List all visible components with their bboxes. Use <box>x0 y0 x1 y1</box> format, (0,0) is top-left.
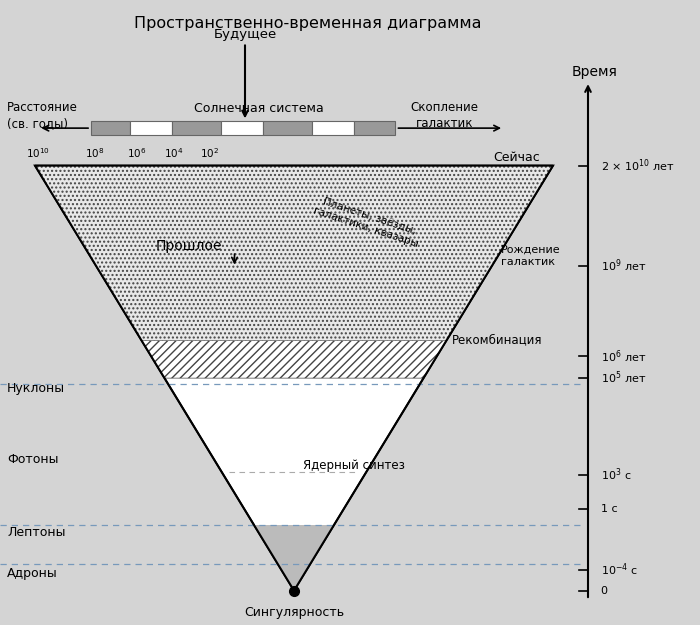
Bar <box>130 121 172 135</box>
Text: Будущее: Будущее <box>214 28 276 41</box>
Text: 1 с: 1 с <box>601 504 617 514</box>
Text: Пространственно-временная диаграмма: Пространственно-временная диаграмма <box>134 16 482 31</box>
Text: 10$^{-4}$ с: 10$^{-4}$ с <box>601 562 638 578</box>
Text: Сингулярность: Сингулярность <box>244 606 344 619</box>
Text: Солнечная система: Солнечная система <box>194 102 324 115</box>
Text: Рождение
галактик: Рождение галактик <box>500 245 560 268</box>
Bar <box>91 121 130 135</box>
Bar <box>312 121 354 135</box>
Polygon shape <box>35 166 553 341</box>
Text: Рекомбинация: Рекомбинация <box>452 334 542 346</box>
Text: 0: 0 <box>601 586 608 596</box>
Text: Ядерный синтез: Ядерный синтез <box>302 459 405 472</box>
Text: 10$^{10}$: 10$^{10}$ <box>27 146 50 160</box>
Bar <box>262 121 312 135</box>
Text: Сейчас: Сейчас <box>494 151 540 164</box>
Text: 2 × 10$^{10}$ лет: 2 × 10$^{10}$ лет <box>601 158 674 174</box>
Polygon shape <box>254 525 334 591</box>
Bar <box>354 121 395 135</box>
Text: 10$^{8}$: 10$^{8}$ <box>85 146 104 160</box>
Text: 10$^{2}$: 10$^{2}$ <box>200 146 220 160</box>
Text: Прошлое: Прошлое <box>155 239 223 253</box>
Text: Скопление
галактик: Скопление галактик <box>410 101 479 130</box>
Text: Адроны: Адроны <box>7 568 57 580</box>
Polygon shape <box>141 341 447 378</box>
Text: Расстояние
(св. годы): Расстояние (св. годы) <box>7 101 78 130</box>
Text: 10$^{5}$ лет: 10$^{5}$ лет <box>601 370 646 386</box>
Text: Лептоны: Лептоны <box>7 526 66 539</box>
Text: 10$^{6}$ лет: 10$^{6}$ лет <box>601 348 646 364</box>
Text: Планеты, звёзды,
галактики, квазары: Планеты, звёзды, галактики, квазары <box>312 194 423 249</box>
Text: Время: Время <box>572 65 618 79</box>
Polygon shape <box>35 166 553 591</box>
Text: 10$^{6}$: 10$^{6}$ <box>127 146 146 160</box>
Text: 10$^{3}$ с: 10$^{3}$ с <box>601 467 631 483</box>
Text: Фотоны: Фотоны <box>7 453 59 466</box>
Text: Нуклоны: Нуклоны <box>7 382 65 395</box>
Text: 10$^{9}$ лет: 10$^{9}$ лет <box>601 258 646 274</box>
Bar <box>172 121 220 135</box>
Bar <box>220 121 262 135</box>
Text: 10$^{4}$: 10$^{4}$ <box>164 146 183 160</box>
